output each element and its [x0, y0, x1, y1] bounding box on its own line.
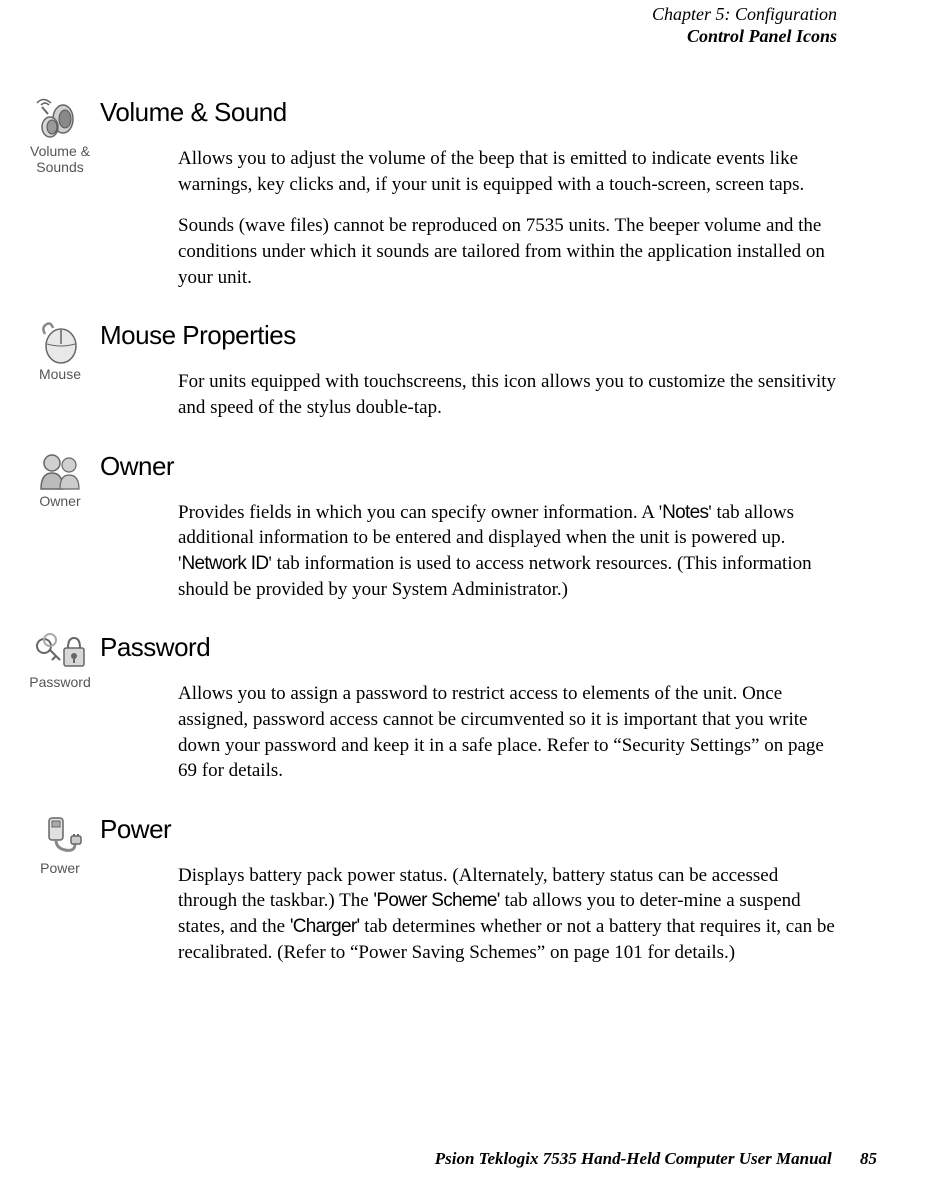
- chapter-label: Chapter 5: Configuration: [0, 4, 837, 26]
- section-title-power: Power: [100, 814, 837, 845]
- section-label: Control Panel Icons: [0, 26, 837, 48]
- people-icon: [35, 451, 85, 491]
- section-para: For units equipped with touchscreens, th…: [178, 369, 837, 420]
- icon-block-owner: Owner: [20, 451, 100, 509]
- power-plug-icon: [35, 814, 85, 858]
- icon-block-volume: Volume & Sounds: [20, 97, 100, 175]
- section-owner: Owner Owner Provides fields in which you…: [20, 451, 837, 603]
- section-volume-sound: Volume & Sounds Volume & Sound Allows yo…: [20, 97, 837, 290]
- icon-caption-password: Password: [20, 674, 100, 690]
- section-password: Password Password Allows you to assign a…: [20, 632, 837, 784]
- footer-title: Psion Teklogix 7535 Hand-Held Computer U…: [435, 1149, 832, 1168]
- icon-caption-power: Power: [20, 860, 100, 876]
- section-para: Provides fields in which you can specify…: [178, 500, 837, 603]
- section-power: Power Power Displays battery pack power …: [20, 814, 837, 966]
- section-title-password: Password: [100, 632, 837, 663]
- section-para: Allows you to adjust the volume of the b…: [178, 146, 837, 197]
- lock-keys-icon: [32, 632, 88, 672]
- icon-caption-mouse: Mouse: [20, 366, 100, 382]
- section-title-volume: Volume & Sound: [100, 97, 837, 128]
- footer-page-number: 85: [860, 1149, 877, 1168]
- icon-block-password: Password: [20, 632, 100, 690]
- icon-caption-volume: Volume & Sounds: [20, 143, 100, 175]
- mouse-icon: [35, 320, 85, 364]
- speaker-icon: [35, 97, 85, 141]
- section-para: Sounds (wave files) cannot be reproduced…: [178, 213, 837, 290]
- section-para: Displays battery pack power status. (Alt…: [178, 863, 837, 966]
- page-header: Chapter 5: Configuration Control Panel I…: [0, 0, 932, 47]
- icon-block-power: Power: [20, 814, 100, 876]
- icon-block-mouse: Mouse: [20, 320, 100, 382]
- page-content: Volume & Sounds Volume & Sound Allows yo…: [0, 47, 932, 965]
- section-title-owner: Owner: [100, 451, 837, 482]
- page-footer: Psion Teklogix 7535 Hand-Held Computer U…: [435, 1149, 877, 1169]
- section-para: Allows you to assign a password to restr…: [178, 681, 837, 784]
- icon-caption-owner: Owner: [20, 493, 100, 509]
- section-mouse: Mouse Mouse Properties For units equippe…: [20, 320, 837, 420]
- section-title-mouse: Mouse Properties: [100, 320, 837, 351]
